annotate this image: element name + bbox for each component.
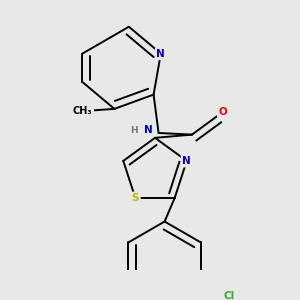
- Text: O: O: [219, 107, 227, 117]
- Text: CH₃: CH₃: [73, 106, 92, 116]
- Text: H: H: [130, 126, 137, 135]
- Text: N: N: [144, 125, 153, 135]
- Text: S: S: [132, 193, 139, 203]
- Text: Cl: Cl: [224, 291, 235, 300]
- Text: N: N: [157, 49, 165, 58]
- Text: N: N: [182, 156, 191, 166]
